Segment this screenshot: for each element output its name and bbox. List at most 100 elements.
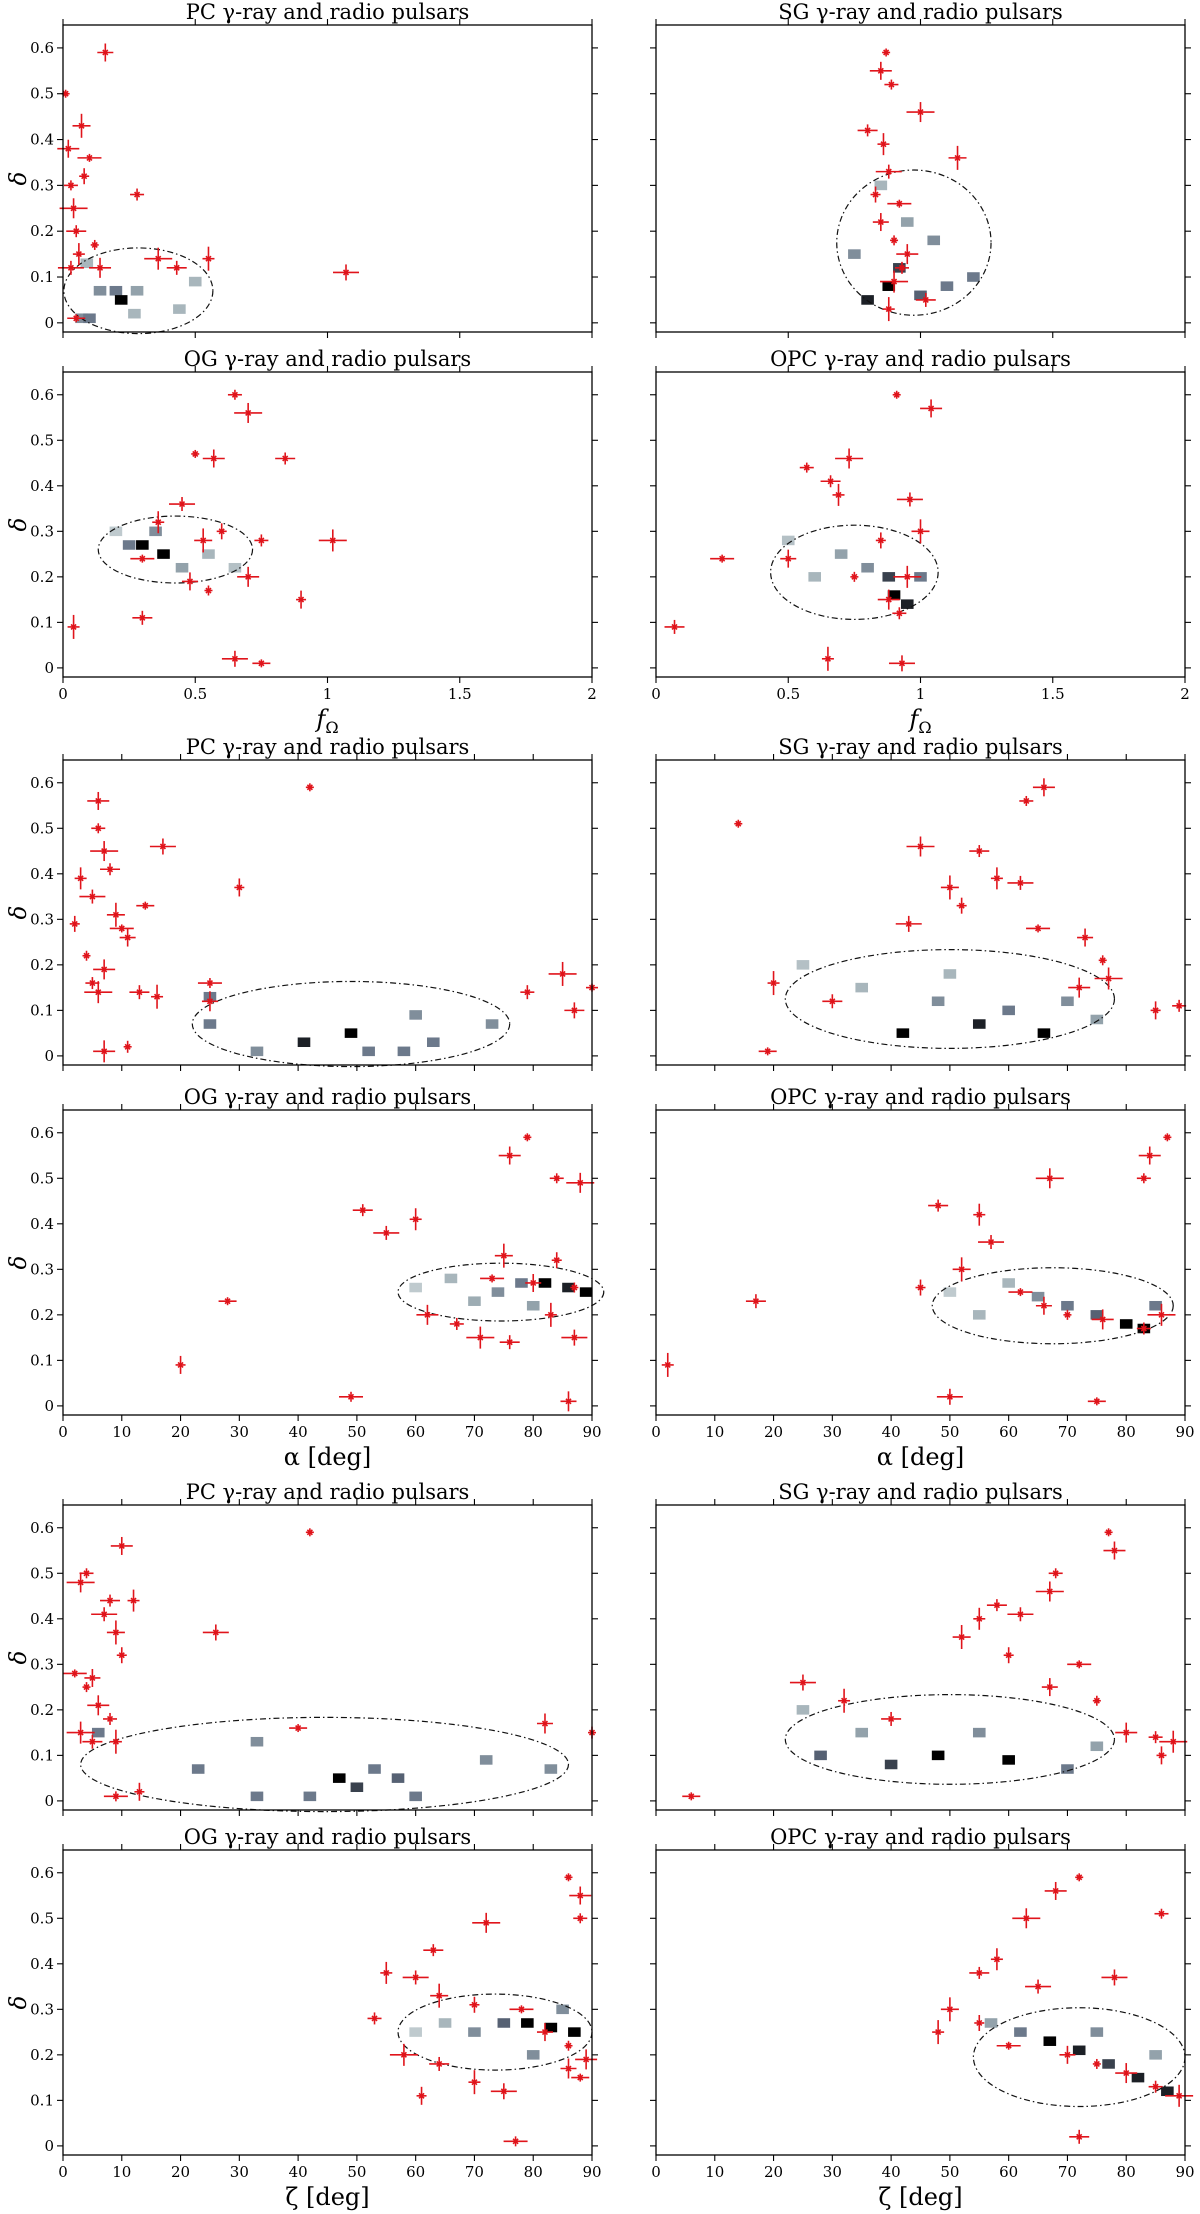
panel-pc-f-omega: 0 0.1 0.2 0.3 0.4 0.5 0.6 PC γ-ray and radio pu…	[6, 0, 598, 338]
point-marker	[1105, 1529, 1112, 1536]
data-point	[318, 529, 347, 552]
density-cell	[362, 1046, 375, 1057]
y-tick-label: 0.4	[30, 1215, 54, 1233]
point-marker	[864, 127, 871, 134]
data-point	[915, 1279, 926, 1296]
x-axis-label: ζ [deg]	[285, 2183, 369, 2211]
data-point	[82, 1734, 103, 1749]
data-point	[1048, 1568, 1063, 1579]
data-point	[536, 1713, 553, 1734]
panel-opc-f-omega: 0 0.5 1 1.5 2 OPC γ-ray and radio pulsars fΩ	[650, 347, 1191, 737]
panel-title: OPC γ-ray and radio pulsars	[770, 1825, 1071, 1849]
data-point	[275, 452, 296, 465]
data-point	[252, 659, 271, 668]
data-point	[870, 186, 881, 203]
data-point	[175, 1355, 186, 1374]
panel-title: SG γ-ray and radio pulsars	[778, 1480, 1063, 1504]
density-cell	[861, 562, 874, 573]
data-point	[893, 565, 922, 588]
data-point	[503, 2136, 528, 2147]
data-point	[123, 1040, 132, 1053]
density-cell	[900, 217, 914, 227]
data-point	[570, 1282, 579, 1293]
point-marker	[210, 455, 217, 462]
data-point	[1075, 1873, 1084, 1882]
density-cell	[1061, 1300, 1074, 1311]
y-tick-label: 0.2	[30, 1306, 54, 1324]
density-contour	[836, 169, 992, 316]
point-marker	[306, 784, 313, 791]
point-marker	[130, 1597, 137, 1604]
density-cell	[497, 2018, 511, 2028]
point-marker	[1040, 784, 1047, 791]
point-marker	[347, 1393, 355, 1400]
density-cell	[1131, 2072, 1145, 2083]
point-marker	[1164, 1134, 1171, 1141]
point-marker	[139, 614, 146, 621]
point-marker	[1034, 925, 1042, 932]
data-point	[1012, 1908, 1041, 1929]
data-point	[509, 2005, 534, 2014]
point-marker	[95, 989, 102, 996]
data-point	[956, 897, 967, 914]
density-contour	[63, 247, 214, 335]
point-marker	[153, 993, 161, 1000]
point-marker	[506, 1339, 513, 1346]
data-point	[130, 554, 155, 563]
density-cell	[1090, 1310, 1104, 1320]
x-tick-label: 0	[58, 1423, 68, 1441]
point-marker	[418, 2092, 425, 2099]
data-point	[1092, 2058, 1101, 2069]
data-point	[1136, 1173, 1151, 1184]
density-cell	[848, 249, 861, 259]
plot-frame	[655, 24, 1186, 333]
y-tick-label: 0.1	[30, 613, 54, 631]
y-tick-label: 0	[44, 659, 54, 677]
y-tick-label: 0.6	[30, 1124, 54, 1142]
data-point	[1148, 1731, 1163, 1744]
x-tick-label: 70	[465, 1423, 484, 1441]
point-marker	[73, 315, 80, 322]
x-tick-label: 20	[764, 2163, 783, 2181]
point-marker	[571, 1334, 578, 1341]
x-tick-label: 20	[171, 2163, 190, 2181]
point-marker	[928, 405, 935, 412]
density-cell	[444, 1273, 458, 1284]
data-point	[664, 619, 685, 634]
data-point	[110, 1536, 133, 1555]
y-tick-label: 0.1	[30, 1746, 54, 1764]
density-cell	[409, 2027, 422, 2037]
data-point	[710, 554, 735, 563]
point-marker	[245, 409, 252, 417]
x-tick-label: 90	[1175, 2163, 1194, 2181]
data-point	[490, 2083, 517, 2100]
x-tick-label: 40	[882, 1423, 901, 1441]
point-marker	[89, 1674, 96, 1682]
density-cell	[943, 969, 957, 979]
data-point	[872, 213, 889, 232]
density-cell	[927, 235, 941, 246]
data-point	[832, 483, 845, 506]
point-marker	[664, 1361, 671, 1368]
density-cell	[579, 1287, 593, 1297]
data-point	[940, 875, 959, 900]
data-point	[91, 823, 106, 834]
y-tick-label: 0.3	[30, 1260, 54, 1278]
data-point	[69, 915, 80, 932]
y-tick-label: 0.3	[30, 522, 54, 540]
y-tick-label: 0	[44, 1792, 54, 1810]
data-point	[875, 532, 886, 549]
density-cell	[855, 982, 869, 993]
point-marker	[124, 1043, 131, 1050]
point-marker	[583, 2056, 590, 2063]
data-point	[1035, 1296, 1052, 1315]
data-point	[380, 1961, 393, 1984]
data-point	[734, 819, 743, 828]
x-tick-label: 0	[651, 1423, 661, 1441]
density-cell	[882, 572, 896, 582]
y-axis-label: δ	[6, 172, 32, 186]
panels-layer: 0 0.1 0.2 0.3 0.4 0.5 0.6 PC γ-ray and radio pu…	[6, 0, 1195, 2211]
point-marker	[565, 2065, 572, 2072]
density-cell	[984, 2018, 998, 2028]
data-point	[566, 1172, 595, 1193]
